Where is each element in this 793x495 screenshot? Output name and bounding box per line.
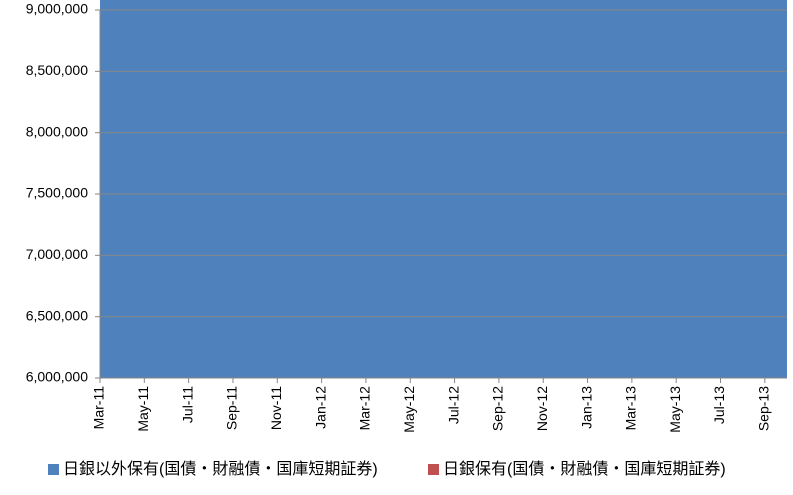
y-tick-label: 6,000,000 [26,369,88,385]
x-tick-label: Jul-13 [711,386,727,424]
y-tick-label: 7,500,000 [26,185,88,201]
legend-swatch [48,464,59,475]
x-tick-label: Sep-11 [224,386,240,430]
y-tick-label: 8,500,000 [26,62,88,78]
legend-swatch [428,464,439,475]
y-tick-label: 9,000,000 [26,1,88,17]
x-tick-label: Mar-13 [623,386,639,431]
x-tick-label: Jan-13 [578,386,594,429]
x-tick-label: Mar-12 [357,386,373,431]
area [100,0,787,378]
x-tick-label: Mar-11 [91,386,107,430]
x-tick-label: Sep-13 [756,386,772,431]
x-tick-label: May-11 [135,386,151,432]
x-tick-label: Jul-12 [445,386,461,424]
x-tick-label: Sep-12 [490,386,506,431]
x-tick-label: Jan-12 [312,386,328,429]
x-tick-label: Jul-11 [179,386,195,423]
x-tick-label: May-12 [401,386,417,433]
y-tick-label: 8,000,000 [26,123,88,139]
x-tick-label: Nov-11 [268,386,284,430]
y-tick-label: 6,500,000 [26,307,88,323]
x-tick-label: Nov-12 [534,386,550,431]
y-tick-label: 7,000,000 [26,246,88,262]
legend-label: 日銀以外保有(国債・財融債・国庫短期証券) [63,460,378,478]
x-tick-label: May-13 [667,386,683,433]
legend-label: 日銀保有(国債・財融債・国庫短期証券) [443,460,726,478]
